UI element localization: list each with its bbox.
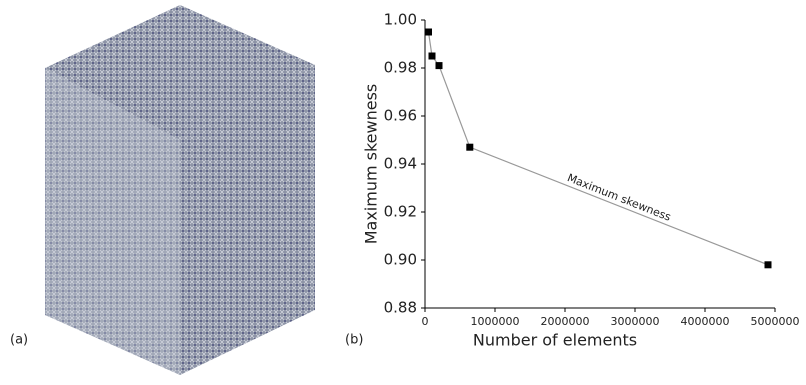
page: (a) (b) Number of elements Maximum skewn… <box>0 0 806 385</box>
marker <box>429 53 436 60</box>
x-tick-label: 2000000 <box>541 315 590 328</box>
x-tick-label: 1000000 <box>471 315 520 328</box>
x-tick-label: 3000000 <box>611 315 660 328</box>
x-tick-label: 5000000 <box>751 315 800 328</box>
chart: Number of elements Maximum skewness 0.88… <box>362 11 800 350</box>
y-axis-label: Maximum skewness <box>362 84 381 245</box>
figure: (a) (b) Number of elements Maximum skewn… <box>0 0 806 381</box>
y-tick-label: 0.92 <box>384 203 417 221</box>
y-tick-label: 0.96 <box>384 107 417 125</box>
marker <box>436 62 443 69</box>
panel-label: (b) <box>345 333 363 348</box>
annotation: Maximum skewness <box>565 171 673 224</box>
y-tick-label: 0.88 <box>384 299 417 317</box>
marker <box>765 261 772 268</box>
x-tick-label: 4000000 <box>681 315 730 328</box>
x-axis-label: Number of elements <box>473 331 637 350</box>
panel-label: (a) <box>10 333 28 348</box>
series-line <box>429 32 769 265</box>
y-tick-label: 0.90 <box>384 251 417 269</box>
x-tick-label: 0 <box>422 315 429 328</box>
y-tick-label: 0.98 <box>384 59 417 77</box>
marker <box>425 29 432 36</box>
marker <box>466 144 473 151</box>
y-tick-label: 0.94 <box>384 155 417 173</box>
mesh-cube <box>45 5 315 375</box>
y-tick-label: 1.00 <box>384 11 417 29</box>
